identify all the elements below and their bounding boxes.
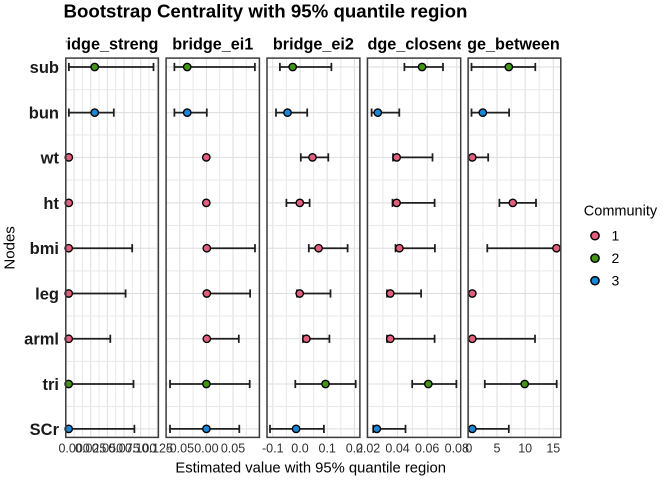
svg-text:-0.1: -0.1 (262, 442, 284, 456)
svg-text:0.08: 0.08 (445, 442, 469, 456)
svg-text:15: 15 (546, 442, 560, 456)
svg-text:Community: Community (584, 204, 658, 220)
svg-text:0.025: 0.025 (75, 442, 106, 456)
svg-text:edge_closeness: edge_closeness (358, 35, 483, 53)
svg-text:tri: tri (43, 376, 60, 394)
svg-text:wt: wt (40, 149, 60, 167)
svg-text:1: 1 (612, 228, 620, 244)
svg-text:10: 10 (518, 442, 532, 456)
svg-text:arml: arml (24, 331, 59, 349)
svg-text:leg: leg (35, 285, 59, 303)
svg-text:bun: bun (29, 105, 59, 123)
svg-text:0.125: 0.125 (142, 442, 173, 456)
svg-text:edge_betweenness: edge_betweenness (448, 35, 596, 53)
svg-text:SCr: SCr (30, 421, 60, 439)
svg-text:-0.05: -0.05 (166, 442, 195, 456)
svg-text:0.06: 0.06 (415, 442, 439, 456)
svg-text:5: 5 (494, 442, 501, 456)
svg-text:Estimated value with 95% quant: Estimated value with 95% quantile region (175, 460, 446, 476)
svg-text:2: 2 (612, 250, 620, 266)
svg-text:bmi: bmi (30, 240, 59, 258)
svg-text:Bootstrap Centrality with 95%: Bootstrap Centrality with 95% quantile r… (64, 1, 468, 22)
svg-text:0.02: 0.02 (356, 442, 380, 456)
svg-text:3: 3 (612, 273, 620, 289)
svg-text:bridge_strength: bridge_strength (50, 35, 173, 53)
svg-text:0.04: 0.04 (385, 442, 409, 456)
svg-text:ht: ht (43, 195, 59, 213)
svg-text:0.000: 0.000 (58, 442, 89, 456)
svg-text:Nodes: Nodes (2, 226, 19, 269)
svg-text:0.0: 0.0 (291, 442, 308, 456)
svg-text:bridge_ei1: bridge_ei1 (172, 35, 253, 53)
svg-text:0.00: 0.00 (194, 442, 218, 456)
svg-text:0.05: 0.05 (221, 442, 245, 456)
svg-text:0.050: 0.050 (92, 442, 123, 456)
svg-text:0.1: 0.1 (319, 442, 336, 456)
svg-text:0.100: 0.100 (125, 442, 156, 456)
svg-text:bridge_ei2: bridge_ei2 (273, 35, 354, 53)
svg-text:0.075: 0.075 (108, 442, 139, 456)
svg-text:sub: sub (30, 59, 59, 77)
svg-text:0.2: 0.2 (346, 442, 363, 456)
svg-text:0: 0 (465, 442, 472, 456)
